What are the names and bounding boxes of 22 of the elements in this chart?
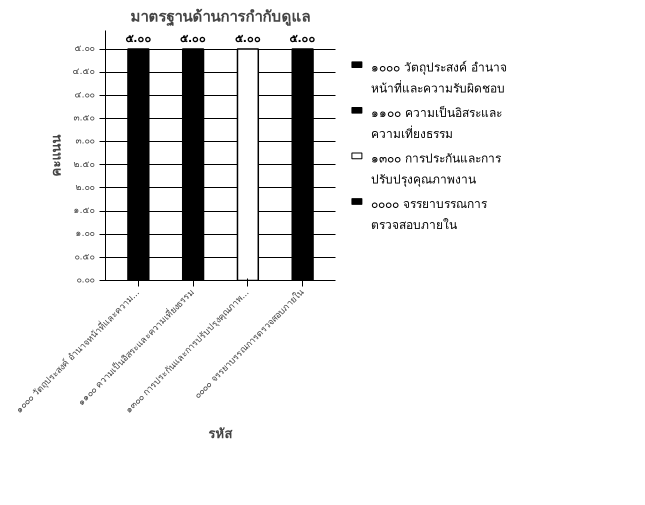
y-tick-label: ๕.๐๐ bbox=[74, 44, 95, 54]
data-label: ๕.๐๐ bbox=[180, 32, 206, 46]
data-label: ๕.๐๐ bbox=[234, 32, 261, 46]
legend-label: ๑๓๐๐ การประกันและการ ปรับปรุงคุณภาพงาน bbox=[371, 152, 502, 188]
y-tick-label: ๓.๕๐ bbox=[74, 113, 95, 124]
legend-label: ๐๐๐๐ จรรยาบรรณการ ตรวจสอบภายใน bbox=[371, 197, 488, 232]
legend-label: ๑๑๐๐ ความเป็นอิสระและ ความเที่ยงธรรม bbox=[371, 105, 502, 142]
y-tick-label: ๒.๐๐ bbox=[76, 182, 95, 193]
y-tick-label: ๒.๕๐ bbox=[74, 160, 95, 170]
y-tick-label: ๔.๐๐ bbox=[74, 90, 95, 100]
chart-title: มาตรฐานด้านการกำกับดูแล bbox=[130, 8, 310, 26]
y-tick-label: ๑.๕๐ bbox=[74, 206, 95, 216]
y-tick-label: ๔.๕๐ bbox=[72, 67, 95, 78]
y-tick-label: ๓.๐๐ bbox=[76, 136, 95, 147]
y-tick-label: ๐.๐๐ bbox=[76, 276, 95, 286]
y-axis-title: คะแนน bbox=[50, 134, 65, 176]
legend-label: ๑๐๐๐ วัตถุประสงค์ อำนาจ หน้าที่และความรับผิดชอบ bbox=[371, 60, 507, 96]
y-tick-label: ๑.๐๐ bbox=[76, 229, 95, 240]
data-label: ๕.๐๐ bbox=[125, 32, 152, 46]
data-label: ๕.๐๐ bbox=[290, 32, 316, 46]
x-axis-title: รหัส bbox=[208, 427, 232, 442]
y-tick-label: ๐.๕๐ bbox=[74, 252, 95, 262]
